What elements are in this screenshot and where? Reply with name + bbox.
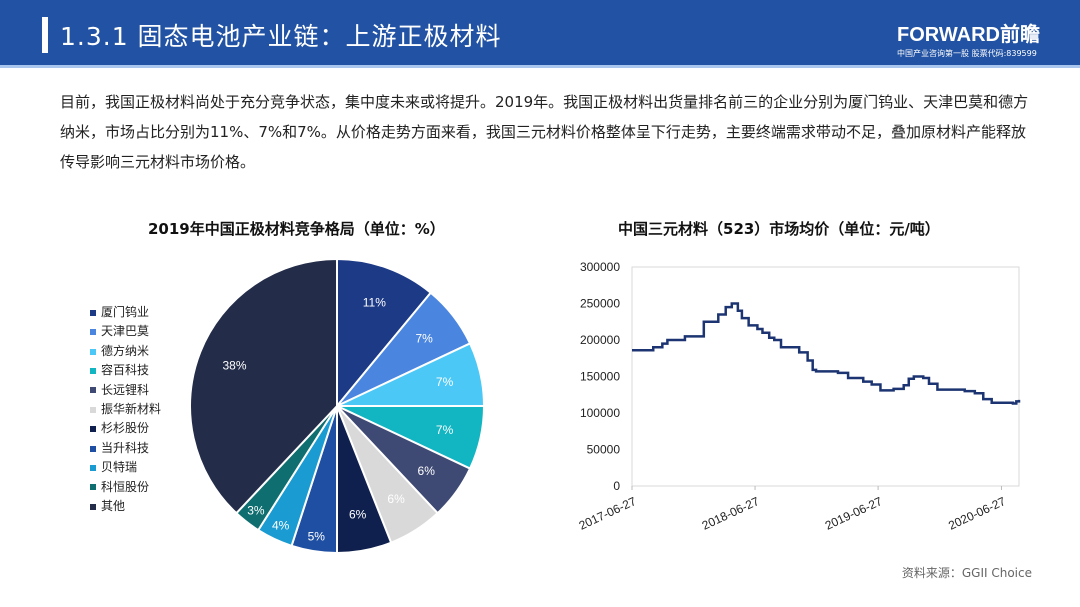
x-tick-label: 2017-06-27 xyxy=(577,494,639,533)
pie-legend: 厦门钨业天津巴莫德方纳米容百科技长远锂科振华新材料杉杉股份当升科技贝特瑞科恒股份… xyxy=(90,303,161,516)
pie-slice xyxy=(336,257,433,409)
legend-swatch xyxy=(90,503,96,510)
logo-subtitle: 中国产业咨询第一股 股票代码:839599 xyxy=(897,49,1037,58)
legend-label: 德方纳米 xyxy=(101,343,150,358)
plot-area xyxy=(631,266,1020,487)
y-tick-label: 300000 xyxy=(580,260,620,274)
source-note: 资料来源：GGII Choice xyxy=(901,566,1032,580)
legend-item: 其他 xyxy=(90,497,161,516)
legend-item: 振华新材料 xyxy=(90,400,161,419)
page-title: 1.3.1 固态电池产业链：上游正极材料 xyxy=(60,22,502,51)
pie-data-label: 11% xyxy=(363,295,386,309)
pie-data-label: 5% xyxy=(308,530,326,544)
y-tick-label: 100000 xyxy=(580,406,620,420)
line-chart-title: 中国三元材料（523）市场均价（单位：元/吨） xyxy=(618,220,940,238)
legend-item: 德方纳米 xyxy=(90,342,161,361)
price-line xyxy=(632,302,1021,405)
logo-text: FORWARD前瞻 xyxy=(897,24,1040,46)
pie-data-label: 4% xyxy=(272,519,290,533)
header: 1.3.1 固态电池产业链：上游正极材料 FORWARD前瞻 中国产业咨询第一股… xyxy=(0,0,1080,68)
legend-label: 当升科技 xyxy=(101,440,150,455)
legend-label: 容百科技 xyxy=(101,363,150,378)
legend-label: 贝特瑞 xyxy=(101,460,138,475)
x-tick-label: 2020-06-27 xyxy=(946,494,1008,533)
brand-logo: FORWARD前瞻 中国产业咨询第一股 股票代码:839599 xyxy=(897,18,1040,59)
legend-swatch xyxy=(90,406,96,413)
legend-label: 振华新材料 xyxy=(101,402,162,417)
legend-swatch xyxy=(90,445,96,452)
pie-data-label: 3% xyxy=(247,504,265,518)
legend-label: 长远锂科 xyxy=(101,382,150,397)
x-tick-label: 2018-06-27 xyxy=(700,494,762,533)
legend-swatch xyxy=(90,329,96,336)
legend-item: 容百科技 xyxy=(90,361,161,380)
legend-swatch xyxy=(90,464,96,471)
summary-paragraph: 目前，我国正极材料尚处于充分竞争状态，集中度未来或将提升。2019年。我国正极材… xyxy=(60,93,1029,171)
title-accent-bar xyxy=(42,17,48,53)
legend-label: 天津巴莫 xyxy=(101,324,150,339)
pie-data-label: 7% xyxy=(415,331,433,345)
legend-label: 科恒股份 xyxy=(101,479,150,494)
pie-data-label: 7% xyxy=(436,375,454,389)
legend-label: 厦门钨业 xyxy=(101,305,150,319)
legend-swatch xyxy=(90,387,96,394)
legend-item: 长远锂科 xyxy=(90,381,161,400)
legend-swatch xyxy=(90,426,96,433)
pie-slice xyxy=(189,257,338,515)
pie-data-label: 7% xyxy=(436,423,454,437)
legend-item: 天津巴莫 xyxy=(90,322,161,341)
legend-item: 厦门钨业 xyxy=(90,303,161,322)
pie-data-label: 6% xyxy=(418,464,436,478)
legend-item: 贝特瑞 xyxy=(90,458,161,477)
pie-data-label: 38% xyxy=(222,358,246,372)
y-tick-label: 50000 xyxy=(587,443,621,457)
pie-data-label: 6% xyxy=(387,492,405,506)
legend-swatch xyxy=(90,484,96,491)
pie-data-label: 6% xyxy=(349,507,367,521)
y-tick-label: 200000 xyxy=(580,333,620,347)
legend-label: 杉杉股份 xyxy=(101,421,150,436)
x-tick-label: 2019-06-27 xyxy=(823,494,885,533)
y-tick-label: 150000 xyxy=(580,370,620,384)
pie-chart-title: 2019年中国正极材料竞争格局（单位：%） xyxy=(148,220,445,238)
legend-label: 其他 xyxy=(101,499,126,514)
legend-item: 当升科技 xyxy=(90,439,161,458)
y-tick-label: 250000 xyxy=(580,297,620,311)
legend-swatch xyxy=(90,309,96,316)
legend-swatch xyxy=(90,348,96,355)
y-tick-label: 0 xyxy=(613,479,620,493)
legend-item: 杉杉股份 xyxy=(90,419,161,438)
legend-item: 科恒股份 xyxy=(90,478,161,497)
legend-swatch xyxy=(90,367,96,374)
